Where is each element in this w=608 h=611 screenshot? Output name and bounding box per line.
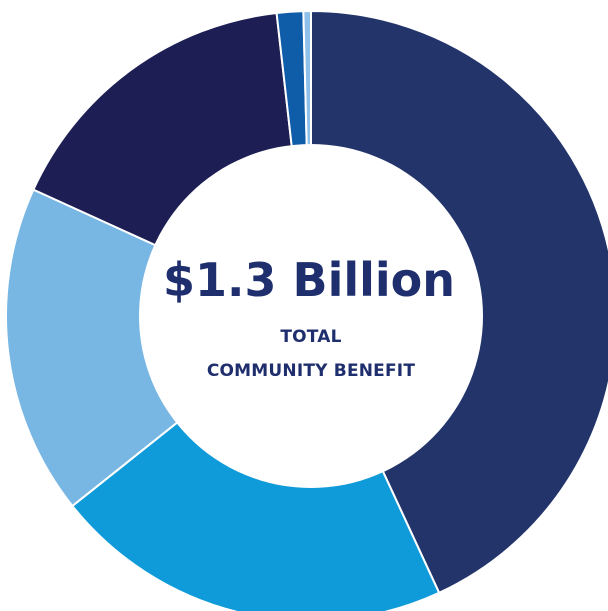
donut-hole bbox=[139, 144, 483, 488]
total-label-line2: COMMUNITY BENEFIT bbox=[207, 361, 415, 381]
total-value: $1.3 Billion bbox=[163, 253, 455, 307]
total-label-line1: TOTAL bbox=[280, 327, 341, 347]
